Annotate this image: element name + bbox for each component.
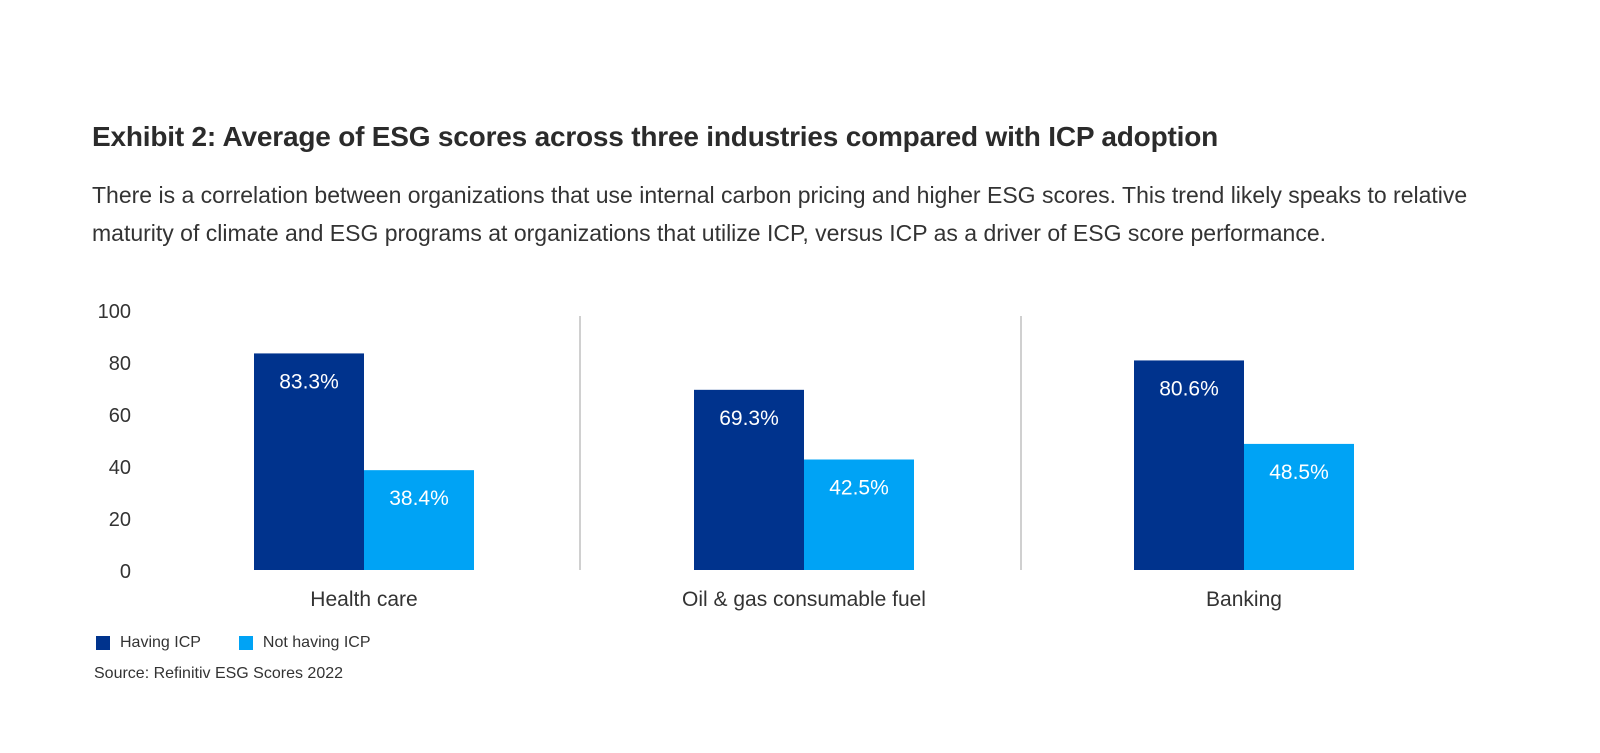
chart-source: Source: Refinitiv ESG Scores 2022	[94, 665, 344, 682]
chart-title: Exhibit 2: Average of ESG scores across …	[92, 121, 1218, 152]
data-label: 42.5%	[829, 477, 889, 500]
data-label: 38.4%	[389, 487, 449, 510]
x-category-label: Oil & gas consumable fuel	[682, 588, 926, 611]
y-tick-label: 80	[109, 353, 131, 375]
y-tick-label: 40	[109, 457, 131, 479]
bar-not-having-icp	[364, 470, 474, 570]
y-tick-label: 20	[109, 509, 131, 531]
y-tick-label: 0	[120, 561, 131, 583]
chart-subtitle: There is a correlation between organizat…	[92, 182, 1468, 246]
legend-label-not-having-icp: Not having ICP	[262, 634, 371, 651]
bar-not-having-icp	[1244, 443, 1354, 570]
data-label: 69.3%	[719, 407, 779, 430]
data-label: 48.5%	[1269, 461, 1329, 484]
y-tick-label: 60	[109, 405, 131, 427]
bar-having-icp	[1134, 360, 1244, 570]
chart-legend: Having ICP Not having ICP	[96, 634, 409, 652]
legend-item-having-icp: Having ICP	[96, 634, 201, 652]
y-tick-label: 100	[98, 301, 131, 323]
legend-swatch-having-icp	[96, 636, 110, 650]
legend-label-having-icp: Having ICP	[120, 634, 201, 651]
legend-swatch-not-having-icp	[238, 636, 253, 650]
data-label: 80.6%	[1159, 377, 1219, 400]
bar-having-icp	[254, 353, 364, 570]
bar-having-icp	[694, 389, 804, 570]
bar-not-having-icp	[804, 459, 914, 570]
legend-item-not-having-icp: Not having ICP	[238, 634, 371, 652]
x-category-label: Health care	[310, 588, 417, 611]
x-category-label: Banking	[1206, 588, 1282, 611]
data-label: 83.3%	[279, 370, 339, 393]
